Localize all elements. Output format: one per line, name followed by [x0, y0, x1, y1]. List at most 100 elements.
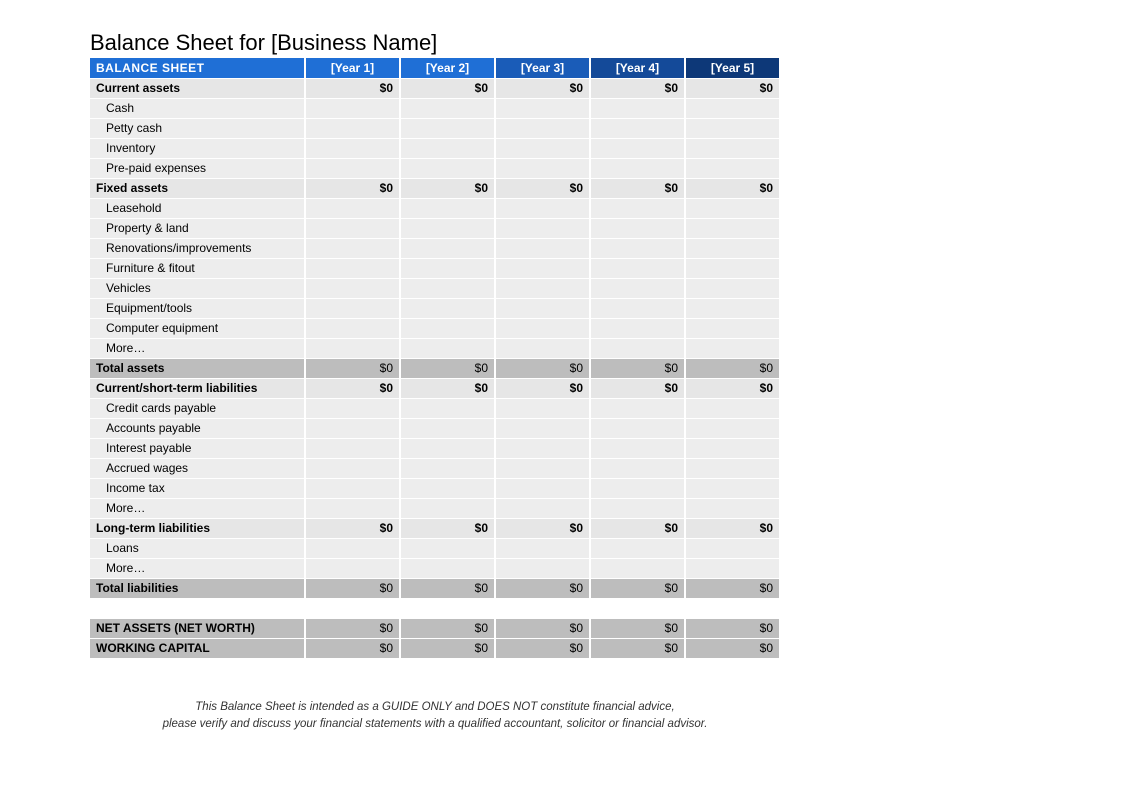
row-value [495, 498, 590, 518]
row-value [305, 258, 400, 278]
row-value [400, 458, 495, 478]
row-value [305, 218, 400, 238]
row-value [590, 318, 685, 338]
balance-sheet-page: Balance Sheet for [Business Name] BALANC… [0, 0, 1124, 733]
table-row: Property & land [90, 218, 780, 238]
row-value [495, 318, 590, 338]
row-value [685, 278, 780, 298]
row-label: Furniture & fitout [90, 258, 305, 278]
row-value [495, 458, 590, 478]
table-body: Current assets$0$0$0$0$0CashPetty cashIn… [90, 78, 780, 658]
row-label: More… [90, 498, 305, 518]
table-row: Total liabilities$0$0$0$0$0 [90, 578, 780, 598]
row-value [305, 558, 400, 578]
row-value [495, 438, 590, 458]
row-label: Petty cash [90, 118, 305, 138]
row-value [685, 138, 780, 158]
row-value: $0 [305, 358, 400, 378]
row-label: Cash [90, 98, 305, 118]
row-value [495, 198, 590, 218]
row-value [400, 418, 495, 438]
row-value [400, 478, 495, 498]
row-label: Credit cards payable [90, 398, 305, 418]
row-value [495, 158, 590, 178]
row-value [685, 258, 780, 278]
row-value [400, 158, 495, 178]
row-label: Accrued wages [90, 458, 305, 478]
row-label [90, 598, 305, 618]
row-value: $0 [495, 178, 590, 198]
row-value: $0 [400, 358, 495, 378]
row-value [305, 158, 400, 178]
row-value [685, 418, 780, 438]
row-value [590, 118, 685, 138]
row-label: More… [90, 338, 305, 358]
row-value [305, 598, 400, 618]
row-label: Vehicles [90, 278, 305, 298]
table-row: Equipment/tools [90, 298, 780, 318]
row-value [590, 438, 685, 458]
row-value [590, 158, 685, 178]
row-label: Current assets [90, 78, 305, 98]
row-value: $0 [685, 638, 780, 658]
row-value [400, 98, 495, 118]
row-value [495, 418, 590, 438]
row-value: $0 [305, 618, 400, 638]
row-value: $0 [590, 78, 685, 98]
row-label: Inventory [90, 138, 305, 158]
row-value [495, 558, 590, 578]
row-value [590, 198, 685, 218]
row-value: $0 [685, 358, 780, 378]
row-value [590, 298, 685, 318]
row-label: Long-term liabilities [90, 518, 305, 538]
table-row: Current assets$0$0$0$0$0 [90, 78, 780, 98]
row-label: Leasehold [90, 198, 305, 218]
row-label: Fixed assets [90, 178, 305, 198]
row-value [495, 598, 590, 618]
table-row: Leasehold [90, 198, 780, 218]
row-label: WORKING CAPITAL [90, 638, 305, 658]
row-value [590, 498, 685, 518]
row-value [685, 198, 780, 218]
row-value [590, 138, 685, 158]
row-value [685, 498, 780, 518]
row-value [590, 598, 685, 618]
row-value [495, 118, 590, 138]
row-label: Accounts payable [90, 418, 305, 438]
row-value [305, 338, 400, 358]
row-value [590, 238, 685, 258]
row-value: $0 [400, 518, 495, 538]
row-label: Current/short-term liabilities [90, 378, 305, 398]
row-value [400, 438, 495, 458]
table-row: Fixed assets$0$0$0$0$0 [90, 178, 780, 198]
row-label: Renovations/improvements [90, 238, 305, 258]
row-value [590, 258, 685, 278]
row-label: Loans [90, 538, 305, 558]
header-year-5: [Year 5] [685, 58, 780, 78]
row-value [495, 138, 590, 158]
row-label: Equipment/tools [90, 298, 305, 318]
table-row: More… [90, 338, 780, 358]
table-row: More… [90, 558, 780, 578]
row-value [495, 278, 590, 298]
row-value [305, 498, 400, 518]
header-label: BALANCE SHEET [90, 58, 305, 78]
row-value [400, 338, 495, 358]
row-label: Total assets [90, 358, 305, 378]
row-value: $0 [495, 518, 590, 538]
row-value [685, 458, 780, 478]
row-value: $0 [400, 618, 495, 638]
row-value: $0 [685, 518, 780, 538]
row-value [495, 258, 590, 278]
row-value: $0 [495, 358, 590, 378]
row-value [400, 538, 495, 558]
row-value [305, 538, 400, 558]
row-label: Interest payable [90, 438, 305, 458]
row-value [305, 298, 400, 318]
row-value [400, 138, 495, 158]
row-value: $0 [590, 178, 685, 198]
row-value [400, 398, 495, 418]
row-value [590, 278, 685, 298]
row-label: Computer equipment [90, 318, 305, 338]
row-value [495, 238, 590, 258]
